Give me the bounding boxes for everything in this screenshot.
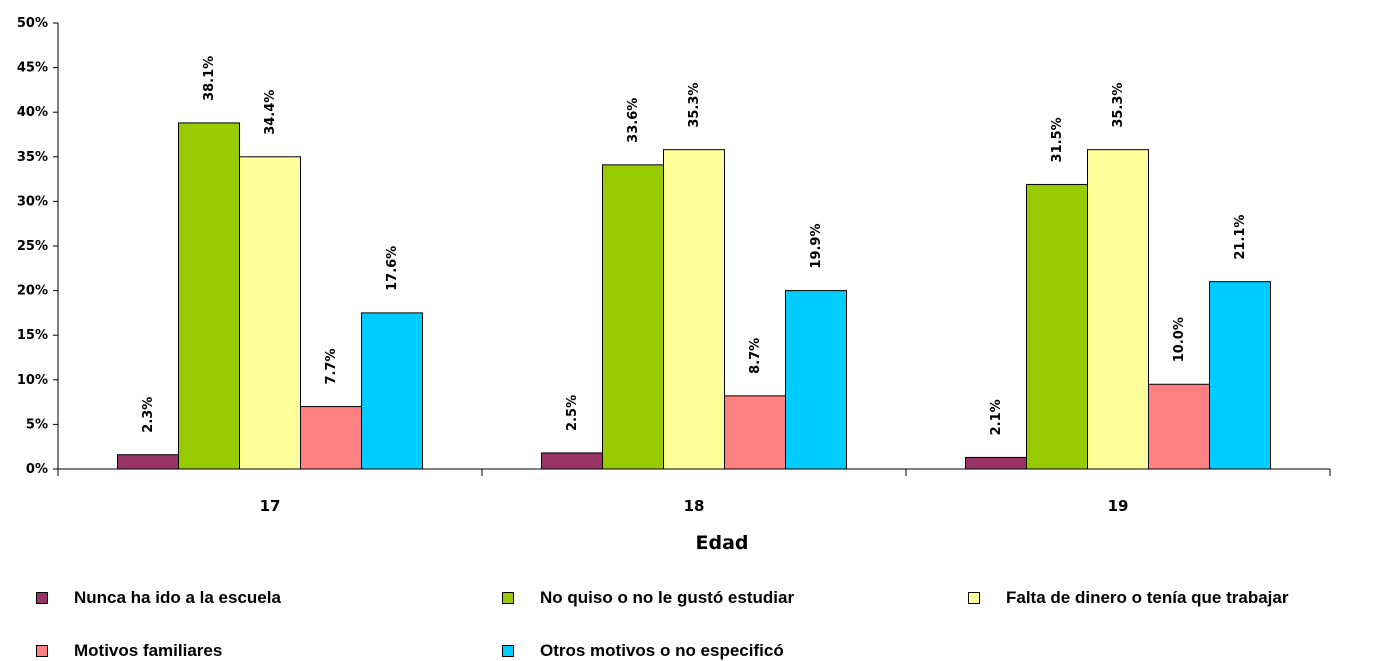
legend-swatch: [968, 592, 980, 604]
data-label: 38.1%: [202, 56, 217, 101]
legend-item: Motivos familiares: [36, 641, 222, 661]
legend-label: Nunca ha ido a la escuela: [74, 588, 281, 607]
data-label: 21.1%: [1233, 215, 1248, 260]
bar: [1087, 149, 1149, 470]
legend-label: Otros motivos o no especificó: [540, 641, 784, 660]
bar-chart: 0% 5% 10% 15% 20% 25% 30% 35% 40% 45% 50% 2.3% 38.1%…: [17, 16, 1331, 554]
data-label: 10.0%: [1172, 317, 1187, 362]
y-tick-label: 20%: [17, 284, 48, 299]
x-tick-label: 19: [1108, 497, 1129, 515]
x-tick-label: 17: [260, 497, 281, 515]
bar: [300, 406, 362, 470]
bar: [117, 454, 179, 470]
bar: [965, 456, 1027, 470]
data-label: 34.4%: [263, 90, 278, 135]
bar: [1148, 383, 1210, 470]
bar: [178, 122, 240, 470]
legend-swatch: [502, 645, 514, 657]
data-label: 8.7%: [748, 338, 763, 374]
x-tick-label: 18: [684, 497, 705, 515]
bar: [602, 164, 664, 470]
y-tick-label: 35%: [17, 150, 48, 165]
y-tick-label: 25%: [17, 239, 48, 254]
legend-label: No quiso o no le gustó estudiar: [540, 588, 795, 607]
legend-swatch: [502, 592, 514, 604]
data-label: 2.3%: [141, 397, 156, 433]
bar: [1026, 183, 1088, 470]
data-label: 35.3%: [687, 83, 702, 128]
legend-swatch: [36, 592, 48, 604]
data-label: 2.1%: [989, 399, 1004, 435]
data-label: 33.6%: [626, 98, 641, 143]
legend-label: Motivos familiares: [74, 641, 223, 660]
y-tick-label: 5%: [26, 417, 48, 432]
bar: [541, 452, 603, 470]
x-axis-title: Edad: [695, 532, 748, 554]
bar: [785, 290, 847, 470]
data-label: 2.5%: [565, 395, 580, 431]
bar: [663, 149, 725, 470]
data-label: 31.5%: [1050, 117, 1065, 162]
y-tick-label: 15%: [17, 328, 48, 343]
legend-label: Falta de dinero o tenía que trabajar: [1006, 588, 1289, 607]
legend-item: Falta de dinero o tenía que trabajar: [968, 588, 1288, 608]
data-label: 7.7%: [324, 348, 339, 384]
y-tick-label: 50%: [17, 16, 48, 31]
bar: [724, 395, 786, 470]
legend-item: Nunca ha ido a la escuela: [36, 588, 281, 608]
y-tick-label: 30%: [17, 194, 48, 209]
legend-swatch: [36, 645, 48, 657]
y-tick-label: 10%: [17, 373, 48, 388]
bar: [1209, 281, 1271, 470]
y-tick-label: 0%: [26, 462, 48, 477]
data-label: 19.9%: [809, 223, 824, 268]
legend: Nunca ha ido a la escuela No quiso o no …: [0, 575, 1373, 661]
bar: [239, 156, 301, 470]
y-tick-label: 40%: [17, 105, 48, 120]
data-label: 17.6%: [385, 246, 400, 291]
legend-item: No quiso o no le gustó estudiar: [502, 588, 794, 608]
legend-item: Otros motivos o no especificó: [502, 641, 784, 661]
bar: [361, 312, 423, 470]
data-label: 35.3%: [1111, 83, 1126, 128]
y-tick-label: 45%: [17, 61, 48, 76]
